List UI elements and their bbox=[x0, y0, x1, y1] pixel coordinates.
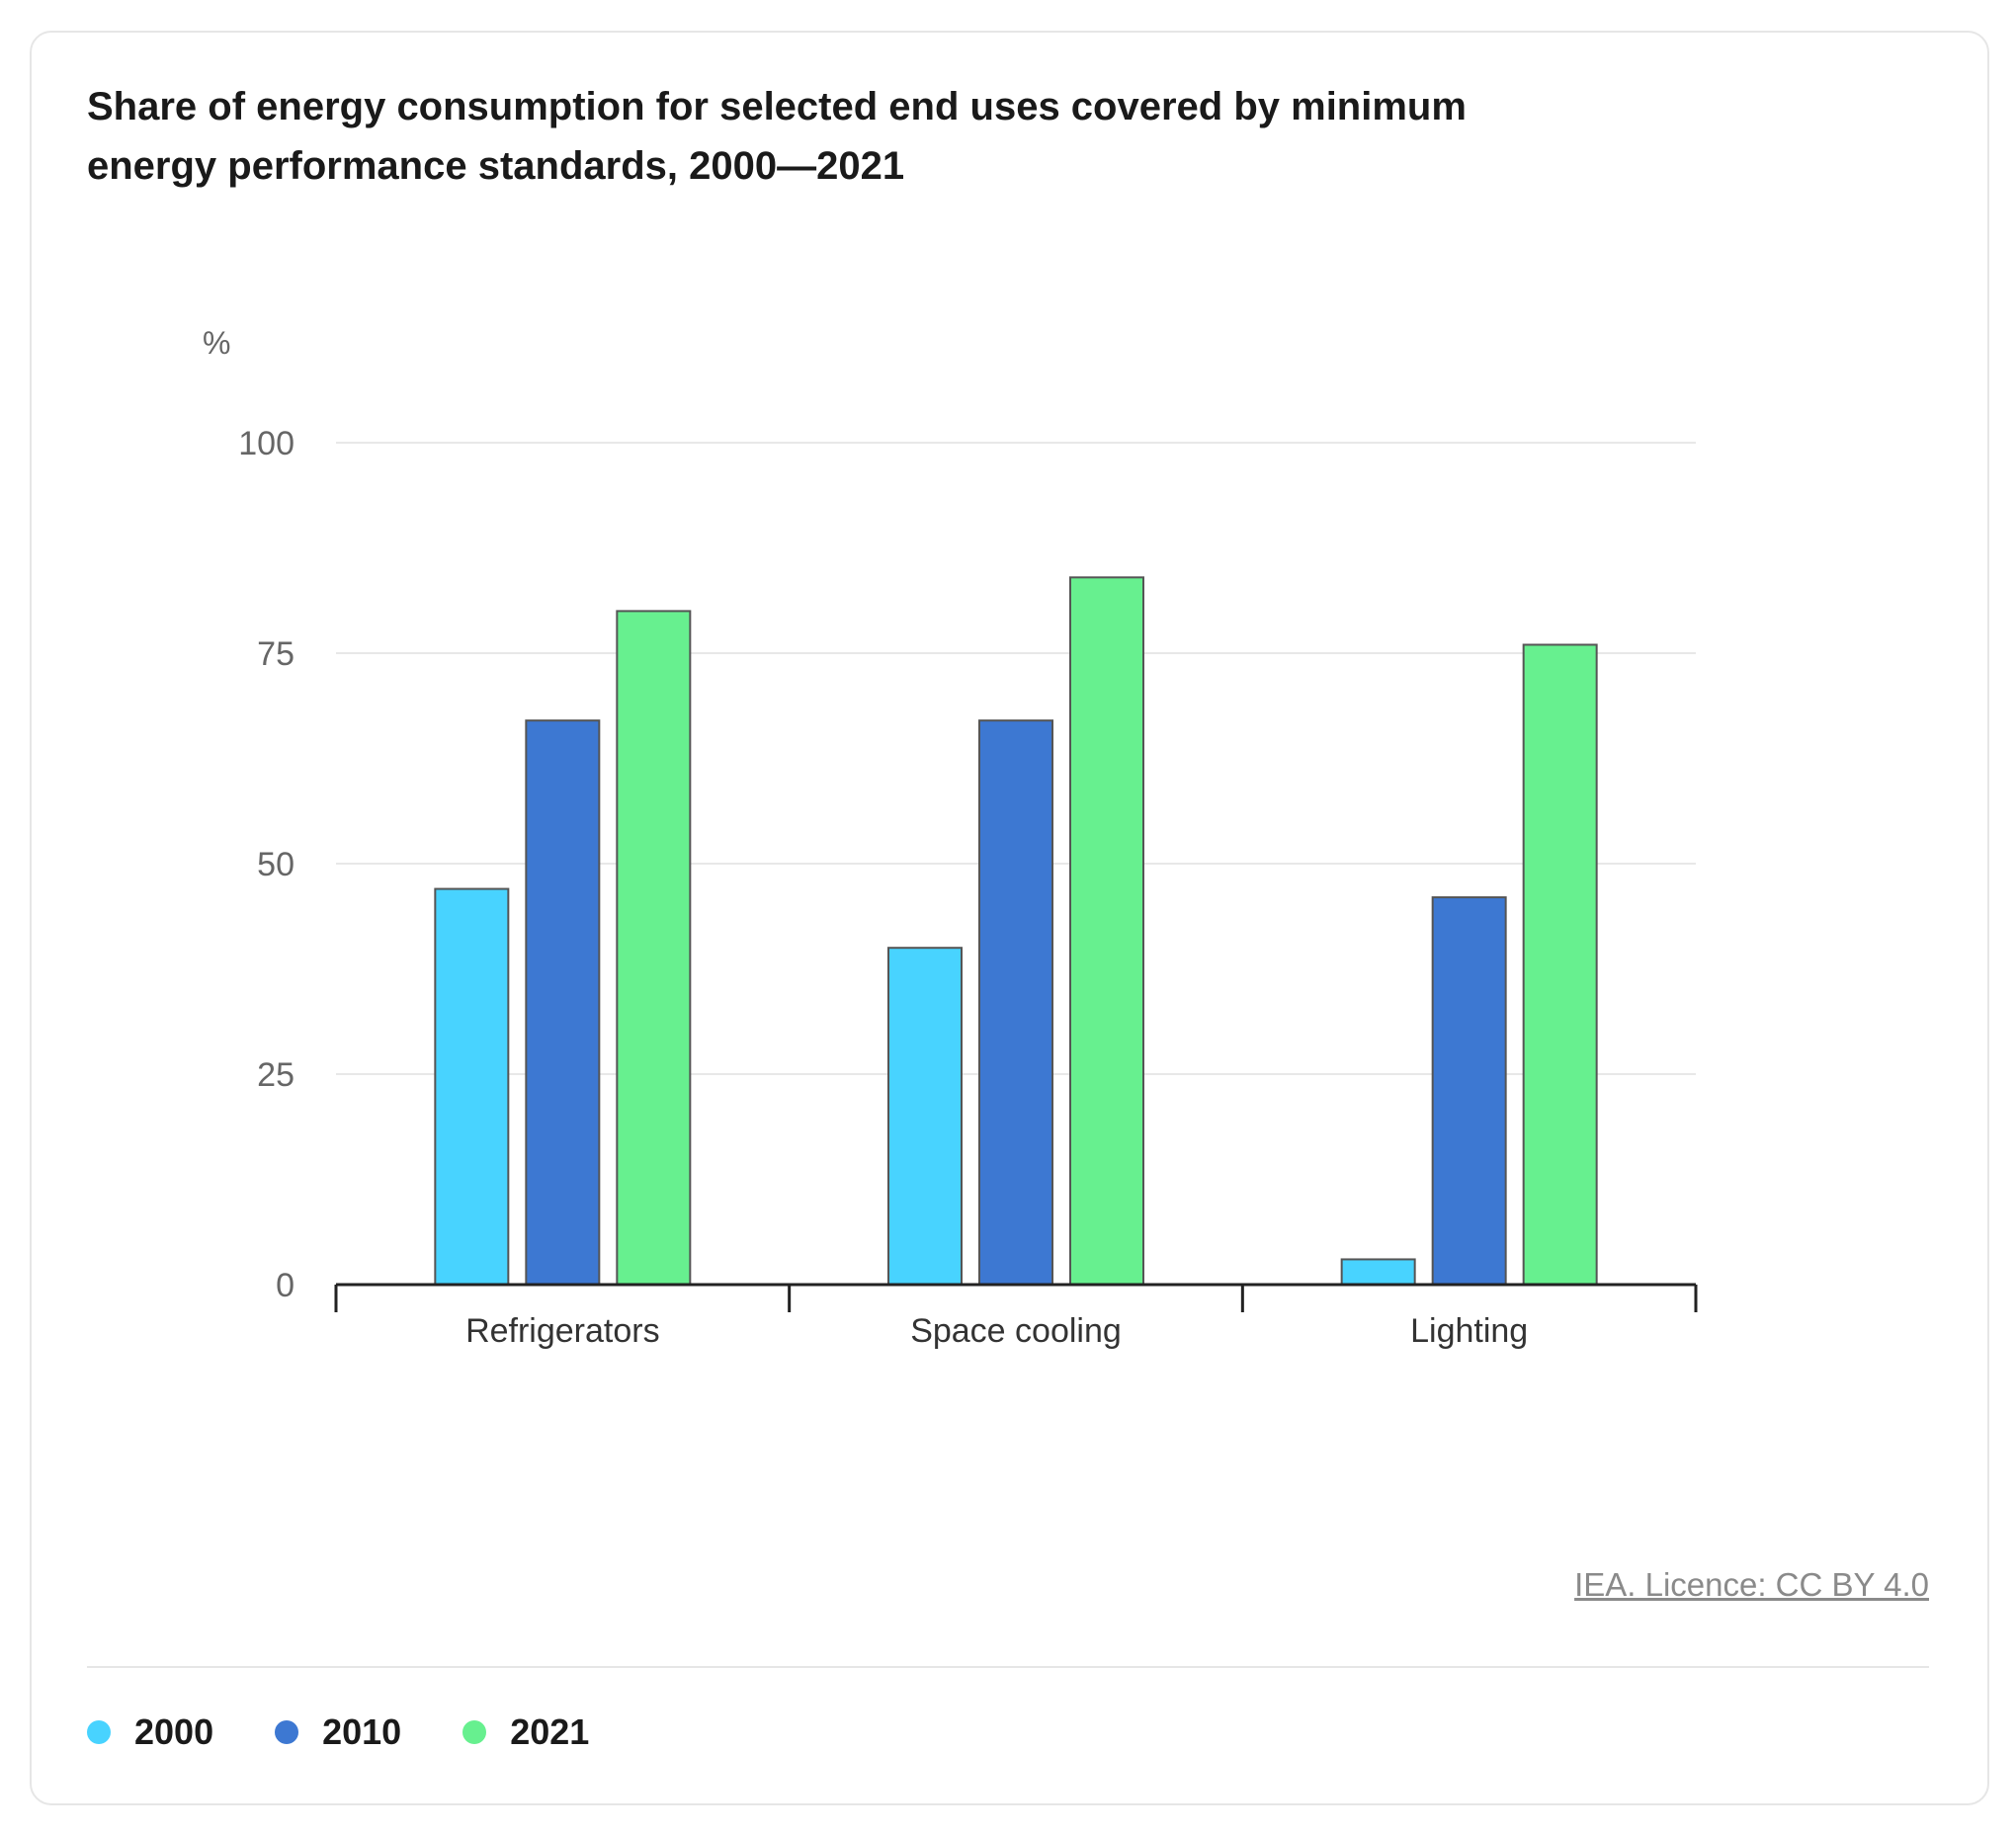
bar-space-cooling-2000 bbox=[887, 947, 963, 1286]
bar-refrigerators-2010 bbox=[525, 719, 601, 1286]
legend-dot-2021 bbox=[462, 1720, 487, 1744]
legend-divider bbox=[87, 1666, 1929, 1668]
bar-lighting-2000 bbox=[1340, 1258, 1416, 1286]
legend-item-2000[interactable]: 2000 bbox=[87, 1711, 213, 1753]
bar-refrigerators-2021 bbox=[616, 610, 692, 1286]
x-tick-label-lighting: Lighting bbox=[1410, 1312, 1528, 1350]
legend-label-2000: 2000 bbox=[134, 1711, 214, 1752]
legend-item-2021[interactable]: 2021 bbox=[462, 1711, 589, 1753]
legend-dot-2000 bbox=[87, 1720, 111, 1744]
legend-label-2021: 2021 bbox=[510, 1711, 590, 1752]
y-tick-label-50: 50 bbox=[257, 846, 294, 883]
bar-refrigerators-2000 bbox=[434, 887, 510, 1286]
bar-space-cooling-2010 bbox=[978, 719, 1053, 1286]
y-tick-label-0: 0 bbox=[276, 1267, 294, 1304]
x-tick-label-refrigerators: Refrigerators bbox=[465, 1312, 660, 1350]
y-axis-unit-label: % bbox=[203, 325, 230, 361]
bar-lighting-2010 bbox=[1431, 896, 1507, 1287]
legend-label-2010: 2010 bbox=[322, 1711, 402, 1752]
legend-dot-2010 bbox=[275, 1720, 299, 1744]
x-tick-label-space-cooling: Space cooling bbox=[910, 1312, 1122, 1350]
chart-title: Share of energy consumption for selected… bbox=[87, 85, 1467, 188]
y-tick-label-75: 75 bbox=[257, 635, 294, 673]
legend: 2000 2010 2021 bbox=[87, 1708, 650, 1757]
y-tick-label-25: 25 bbox=[257, 1056, 294, 1094]
y-tick-label-100: 100 bbox=[238, 425, 294, 462]
bar-lighting-2021 bbox=[1522, 643, 1598, 1286]
legend-item-2010[interactable]: 2010 bbox=[275, 1711, 401, 1753]
licence-link[interactable]: IEA. Licence: CC BY 4.0 bbox=[1574, 1566, 1929, 1603]
bar-space-cooling-2021 bbox=[1069, 576, 1144, 1286]
